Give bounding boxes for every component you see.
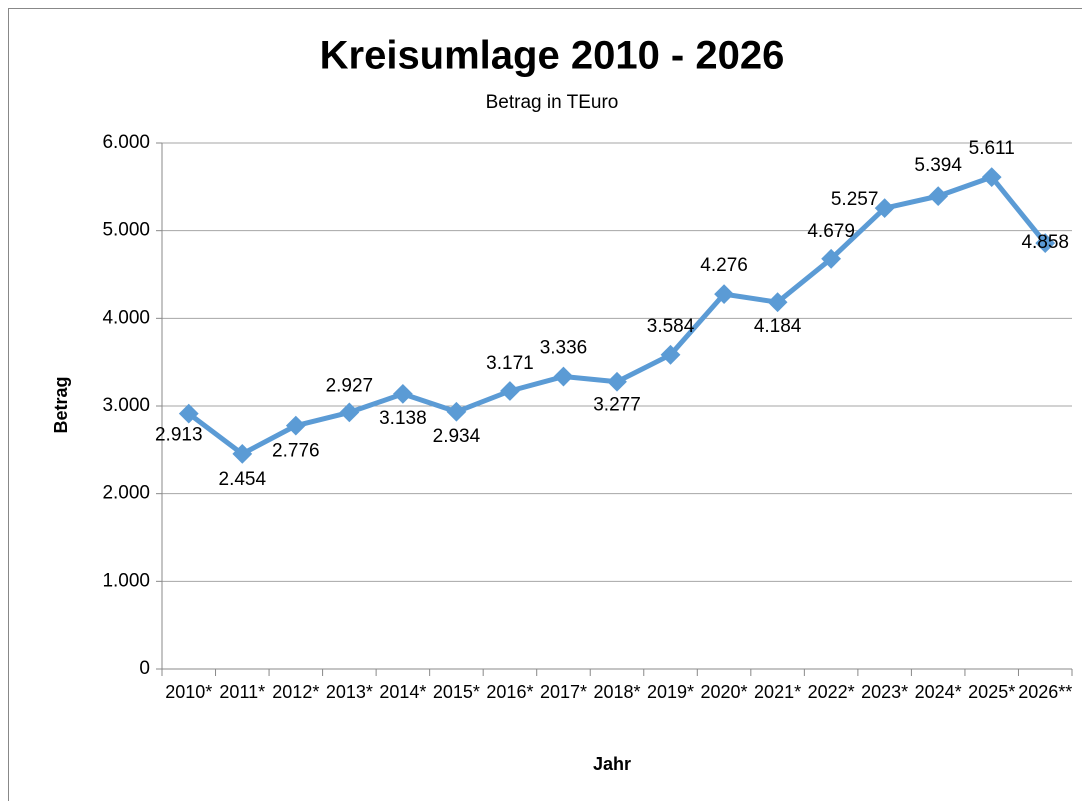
point-marker — [660, 344, 681, 365]
data-label: 2.454 — [219, 469, 267, 490]
chart-subtitle: Betrag in TEuro — [486, 92, 619, 113]
y-tick-label: 3.000 — [102, 395, 150, 416]
x-tick-label: 2010* — [165, 682, 212, 702]
data-label: 4.184 — [754, 316, 802, 337]
x-tick-label: 2020* — [701, 682, 748, 702]
x-tick-label: 2022* — [808, 682, 855, 702]
x-tick-label: 2017* — [540, 682, 587, 702]
x-tick-label: 2024* — [915, 682, 962, 702]
chart-title: Kreisumlage 2010 - 2026 — [320, 34, 785, 78]
x-tick-label: 2011* — [219, 682, 265, 702]
point-marker — [392, 384, 413, 404]
x-tick-label: 2023* — [861, 682, 908, 702]
point-marker — [500, 381, 520, 401]
point-marker — [232, 443, 253, 464]
data-label: 3.171 — [486, 353, 534, 374]
x-tick-label: 2016* — [486, 682, 533, 702]
point-marker — [767, 292, 788, 313]
x-tick-label: 2014* — [379, 682, 426, 702]
y-tick-label: 5.000 — [102, 220, 150, 241]
y-tick-label: 6.000 — [102, 132, 150, 153]
data-label: 4.276 — [700, 255, 748, 276]
x-tick-label: 2026** — [1018, 682, 1072, 702]
x-tick-label: 2021* — [754, 682, 801, 702]
point-marker — [339, 402, 360, 423]
data-label: 2.934 — [433, 426, 481, 447]
data-label: 5.611 — [969, 138, 1015, 159]
data-label: 4.679 — [807, 221, 855, 242]
data-label: 5.257 — [831, 189, 879, 210]
x-tick-label: 2015* — [433, 682, 480, 702]
y-tick-label: 1.000 — [102, 570, 150, 591]
data-label: 2.913 — [155, 425, 203, 446]
x-tick-label: 2013* — [326, 682, 373, 702]
data-label: 3.138 — [379, 408, 427, 429]
point-marker — [1035, 233, 1056, 254]
data-label: 2.927 — [326, 375, 374, 396]
data-label: 2.776 — [272, 441, 320, 462]
data-label: 3.277 — [593, 395, 641, 416]
point-marker — [553, 366, 574, 387]
data-label: 4.858 — [1021, 232, 1069, 253]
point-marker — [607, 371, 627, 392]
x-tick-label: 2025* — [968, 682, 1015, 702]
y-tick-label: 2.000 — [102, 483, 150, 504]
point-marker — [821, 248, 842, 269]
x-tick-label: 2018* — [593, 682, 640, 702]
y-axis-label: Betrag — [51, 376, 71, 433]
point-marker — [285, 415, 306, 436]
x-axis-label: Jahr — [593, 754, 631, 774]
data-label: 3.336 — [540, 338, 588, 359]
data-label: 5.394 — [914, 155, 962, 176]
point-marker — [178, 403, 199, 424]
data-label: 3.584 — [647, 316, 695, 337]
x-tick-label: 2019* — [647, 682, 694, 702]
y-tick-label: 4.000 — [102, 307, 150, 328]
x-tick-label: 2012* — [272, 682, 319, 702]
y-tick-label: 0 — [139, 658, 150, 679]
point-marker — [446, 401, 467, 422]
point-marker — [714, 284, 734, 305]
